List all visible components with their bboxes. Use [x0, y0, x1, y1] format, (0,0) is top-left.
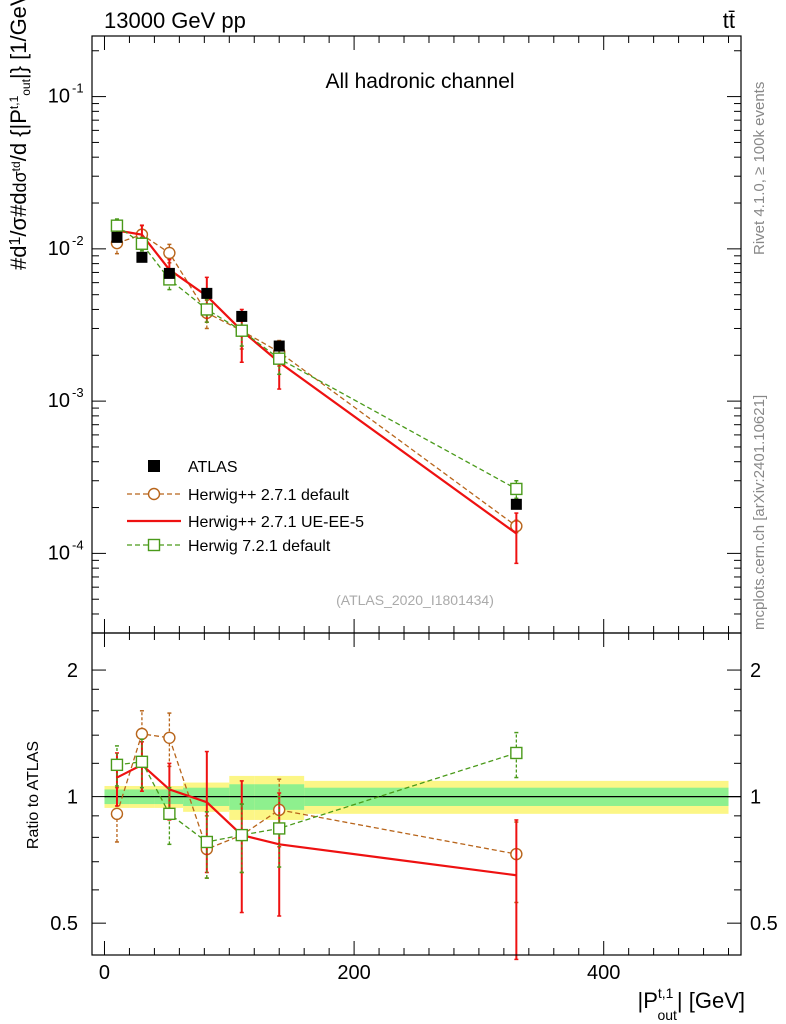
main-dashed-circle-circle-marker [163, 246, 176, 260]
legend-label: Herwig++ 2.7.1 UE-EE-5 [188, 514, 364, 531]
legend-square-marker [147, 538, 161, 552]
x-tick-label: 200 [337, 962, 370, 984]
main-y-tick-exponent: -3 [72, 385, 84, 400]
main-y-tick-exponent: -4 [72, 537, 84, 552]
ratio-dashed-circle-circle-marker [110, 807, 124, 821]
atlas-data-point [136, 251, 148, 263]
main-dashed-square-square-marker [235, 324, 248, 337]
atlas-data-point [273, 340, 285, 352]
ratio-solid-series-group [114, 741, 519, 961]
legend: ATLAS Herwig++ 2.7.1 default Herwig++ 2.7.… [127, 459, 364, 555]
ratio-panel-frame [91, 632, 742, 956]
main-panel-series [110, 218, 523, 565]
mcplots-credit-label: mcplots.cern.ch [arXiv:2401.10621] [751, 395, 768, 630]
ratio-y-axis-label: Ratio to ATLAS [25, 741, 42, 849]
main-y-tick-label: 10 [48, 238, 70, 260]
ratio-y-tick-label-right: 2 [750, 660, 761, 682]
ratio-y-tick-label-right: 0.5 [750, 913, 778, 935]
main-y-tick-label: 10 [48, 542, 70, 564]
ratio-dashed-square-square-marker [110, 758, 124, 772]
atlas-data-point [201, 287, 213, 299]
ratio-panel-series [110, 710, 523, 961]
ratio-y-tick-label: 2 [67, 660, 78, 682]
main-plot-title: All hadronic channel [325, 70, 514, 93]
main-y-tick-label: 10 [48, 86, 70, 108]
main-dashed-square-series-group [110, 218, 523, 500]
main-dashed-square-square-marker [135, 237, 149, 250]
header-energy-label: 13000 GeV pp [104, 8, 246, 33]
analysis-id-watermark: (ATLAS_2020_I1801434) [336, 592, 494, 608]
main-panel-axes: 10-410-310-210-1 [48, 36, 741, 634]
main-dashed-square-square-marker [273, 352, 286, 365]
main-y-axis-label-text: #d1/σ#ddσtd/d {|Pt,1out|} [1/GeV] [6, 0, 33, 270]
header-process-label: tt̄ [723, 8, 735, 33]
atlas-data-point [510, 498, 522, 510]
main-y-tick-label: 10 [48, 390, 70, 412]
ratio-y-tick-label: 0.5 [50, 913, 78, 935]
x-axis-label: |Pt,1 out| [GeV] [637, 985, 745, 1023]
atlas-data-point [236, 310, 248, 322]
ratio-y-tick-label: 1 [67, 787, 78, 809]
legend-label: ATLAS [188, 459, 238, 476]
main-y-axis-label: #d1/σ#ddσtd/d {|Pt,1out|} [1/GeV] [6, 0, 33, 270]
ratio-dashed-square-series-group [110, 731, 523, 879]
ratio-panel-axes: 0 200 400 0.5 0.5 1 1 2 2 [50, 633, 778, 984]
ratio-y-tick-label-right: 1 [750, 787, 761, 809]
legend-circle-marker [147, 487, 161, 501]
main-dashed-square-square-marker [510, 482, 523, 496]
ratio-dashed-square-square-marker [200, 835, 214, 849]
main-y-tick-exponent: -1 [72, 81, 84, 96]
ratio-dashed-square-square-marker [510, 746, 523, 760]
legend-label: Herwig 7.2.1 default [188, 538, 331, 555]
x-tick-label: 0 [99, 962, 110, 984]
atlas-data-point [111, 231, 123, 243]
main-y-tick-exponent: -2 [72, 233, 84, 248]
main-dashed-circle-line [116, 233, 517, 527]
ratio-dashed-square-square-marker [235, 828, 248, 842]
ratio-dashed-circle-circle-marker [135, 727, 149, 741]
ratio-dashed-circle-circle-marker [163, 731, 176, 745]
main-dashed-square-square-marker [110, 219, 124, 232]
rivet-version-label: Rivet 4.1.0, ≥ 100k events [751, 82, 768, 255]
legend-atlas-marker [148, 460, 160, 472]
main-solid-series-group [114, 220, 519, 565]
ratio-dashed-square-square-marker [163, 807, 176, 821]
ratio-dashed-square-square-marker [135, 755, 149, 769]
atlas-data-point [163, 267, 175, 279]
legend-label: Herwig++ 2.7.1 default [188, 487, 350, 504]
x-tick-label: 400 [587, 962, 620, 984]
main-dashed-square-square-marker [200, 303, 214, 316]
ratio-dashed-square-square-marker [273, 822, 286, 835]
